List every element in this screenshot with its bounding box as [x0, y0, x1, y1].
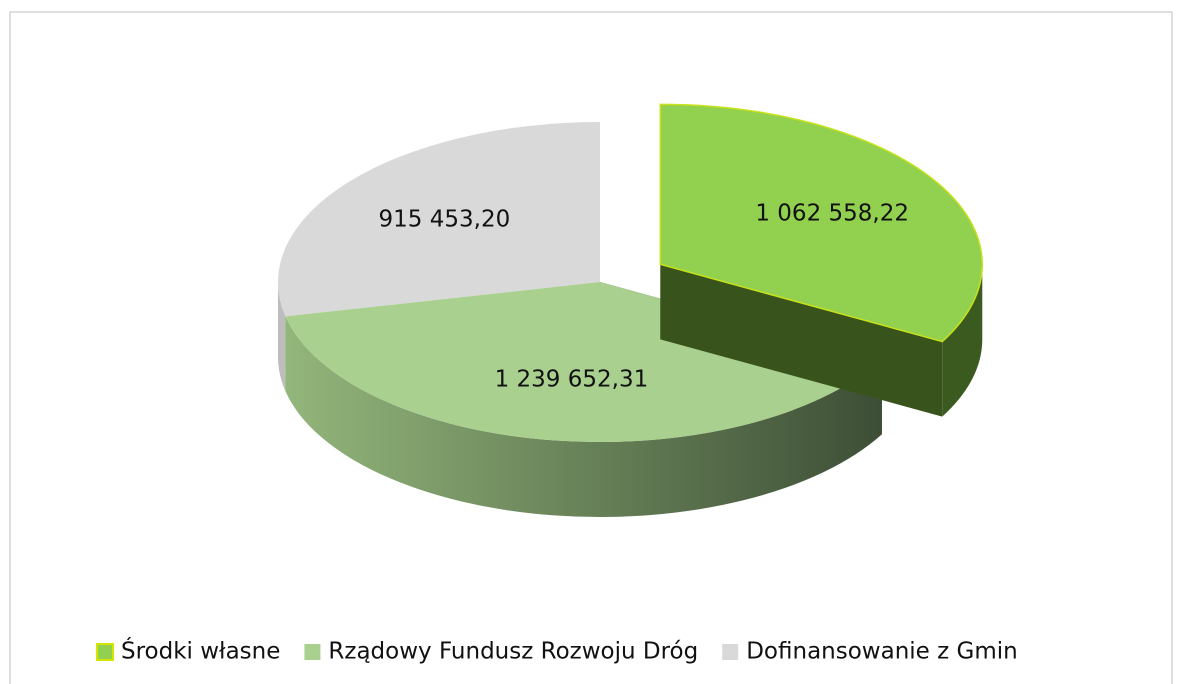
- legend-label: Dofinansowanie z Gmin: [746, 639, 1018, 665]
- legend-label: Rządowy Fundusz Rozwoju Dróg: [328, 639, 698, 665]
- chart-frame: [9, 11, 1173, 684]
- legend-label: Środki własne: [121, 637, 280, 665]
- legend-swatch: [722, 644, 739, 660]
- legend-swatch: [304, 644, 321, 660]
- slice-wall: [285, 316, 882, 517]
- pie-slice: [277, 121, 600, 317]
- pie-slice: [659, 103, 984, 343]
- slice-wall: [278, 282, 286, 392]
- data-label: 1 239 652,31: [495, 367, 649, 393]
- data-label: 915 453,20: [379, 206, 511, 232]
- data-label: 1 062 558,22: [755, 200, 909, 226]
- slice-wall: [942, 264, 983, 417]
- legend-swatch: [96, 643, 114, 661]
- slice-side: [660, 264, 943, 417]
